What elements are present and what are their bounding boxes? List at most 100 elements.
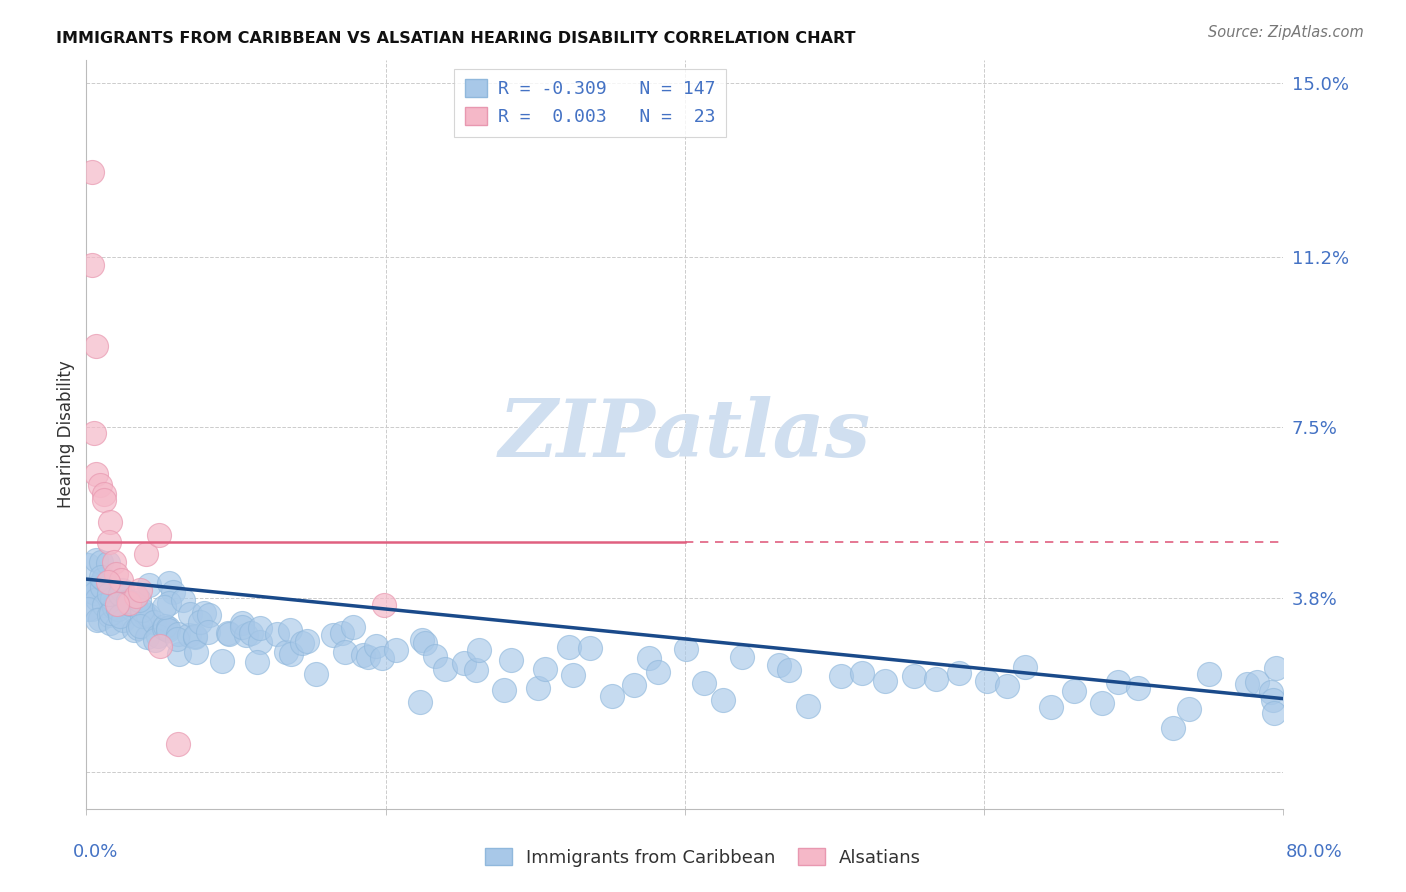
Point (93, 492, 115, 507)
Point (235, 628, 257, 642)
Point (77, 584, 100, 599)
Point (184, 645, 207, 659)
Point (342, 620, 364, 634)
Point (128, 593, 150, 607)
Point (110, 589, 132, 603)
Point (623, 678, 645, 692)
Point (135, 547, 157, 561)
Point (153, 618, 176, 632)
Point (1177, 702, 1199, 716)
Point (1091, 696, 1114, 710)
Point (90, 556, 112, 570)
Point (111, 583, 134, 598)
Point (1107, 674, 1129, 689)
Point (131, 609, 153, 624)
Point (211, 654, 233, 668)
Point (98, 515, 121, 529)
Point (561, 668, 583, 682)
Point (127, 621, 149, 635)
Point (84, 467, 107, 482)
Point (149, 639, 172, 653)
Point (231, 620, 253, 634)
Point (409, 695, 432, 709)
Point (172, 593, 194, 607)
Point (1198, 667, 1220, 681)
Point (103, 600, 125, 615)
Point (188, 615, 211, 629)
Point (873, 673, 896, 688)
Point (925, 673, 948, 687)
Point (98, 534, 121, 549)
Point (128, 619, 150, 633)
Point (1236, 676, 1258, 690)
Point (107, 601, 129, 615)
Point (97, 587, 120, 601)
Point (903, 669, 925, 683)
Point (693, 676, 716, 690)
Point (465, 663, 488, 677)
Point (711, 693, 734, 707)
Point (107, 620, 129, 634)
Point (76, 602, 98, 616)
Point (638, 650, 661, 665)
Point (86, 613, 108, 627)
Point (995, 679, 1018, 693)
Point (107, 597, 129, 611)
Point (415, 636, 437, 650)
Point (246, 656, 269, 670)
Point (84, 581, 107, 595)
Point (492, 683, 515, 698)
Point (157, 596, 180, 610)
Point (370, 651, 392, 665)
Point (93, 572, 115, 586)
Point (93, 599, 115, 613)
Point (373, 598, 395, 612)
Point (153, 622, 176, 636)
Point (167, 737, 190, 751)
Point (100, 615, 122, 630)
Point (280, 647, 302, 661)
Point (157, 623, 180, 637)
Point (1126, 681, 1149, 696)
Point (197, 625, 219, 640)
Point (143, 632, 166, 647)
Point (117, 594, 139, 608)
Point (183, 630, 205, 644)
Point (89, 579, 111, 593)
Point (108, 587, 131, 601)
Point (1014, 660, 1036, 674)
Point (98, 607, 121, 622)
Point (179, 607, 201, 621)
Point (157, 575, 180, 590)
Point (499, 652, 522, 666)
Point (183, 629, 205, 643)
Point (93, 486, 115, 500)
Point (778, 663, 800, 677)
Point (217, 626, 239, 640)
Point (83, 426, 105, 441)
Point (197, 608, 219, 623)
Point (249, 635, 271, 649)
Point (1039, 699, 1062, 714)
Point (675, 642, 697, 657)
Point (82, 258, 104, 272)
Point (90, 580, 112, 594)
Point (135, 630, 157, 644)
Y-axis label: Hearing Disability: Hearing Disability (58, 360, 75, 508)
Point (148, 528, 170, 542)
Point (291, 636, 314, 650)
Point (453, 656, 475, 670)
Point (117, 596, 139, 610)
Point (153, 599, 176, 614)
Point (366, 639, 388, 653)
Point (117, 596, 139, 610)
Point (101, 591, 124, 606)
Point (322, 628, 344, 642)
Point (423, 649, 446, 664)
Point (356, 650, 378, 665)
Legend: R = -0.309   N = 147, R =  0.003   N =  23: R = -0.309 N = 147, R = 0.003 N = 23 (454, 69, 725, 137)
Text: IMMIGRANTS FROM CARIBBEAN VS ALSATIAN HEARING DISABILITY CORRELATION CHART: IMMIGRANTS FROM CARIBBEAN VS ALSATIAN HE… (56, 31, 856, 46)
Point (1063, 683, 1085, 698)
Point (731, 649, 754, 664)
Point (851, 666, 873, 681)
